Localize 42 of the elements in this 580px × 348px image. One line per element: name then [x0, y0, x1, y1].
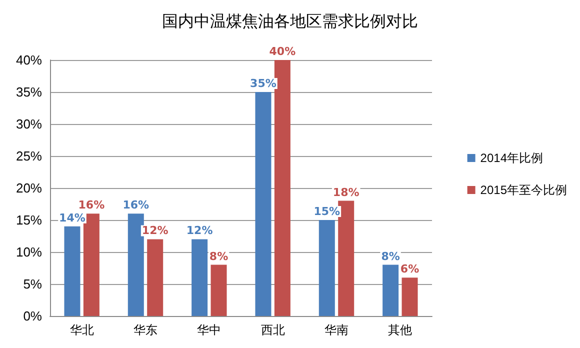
- data-label: 18%: [332, 186, 360, 199]
- bar: [274, 60, 290, 316]
- bar: [210, 264, 227, 316]
- x-tick-label: 华南: [324, 323, 348, 337]
- data-label: 12%: [186, 224, 213, 238]
- bar: [338, 200, 354, 316]
- bar: [147, 239, 164, 316]
- bar: [83, 214, 100, 316]
- data-label: 40%: [269, 45, 296, 58]
- x-tick-label: 其他: [388, 323, 412, 337]
- bar: [255, 92, 272, 316]
- x-tick-label: 华东: [134, 323, 158, 337]
- data-label: 15%: [314, 205, 340, 218]
- data-label: 12%: [142, 224, 168, 238]
- legend-label: 2015年至今比例: [480, 183, 568, 197]
- data-label: 8%: [381, 250, 400, 263]
- y-tick-label: 40%: [16, 52, 42, 68]
- legend-label: 2014年比例: [480, 151, 544, 165]
- x-tick-label: 华中: [197, 323, 222, 337]
- data-label: 16%: [122, 198, 150, 212]
- y-tick-label: 0%: [23, 308, 42, 324]
- data-label: 16%: [78, 198, 105, 212]
- y-tick-label: 20%: [16, 180, 42, 196]
- bar: [192, 239, 208, 316]
- data-label: 35%: [250, 77, 276, 90]
- data-label: 6%: [400, 262, 420, 276]
- chart-title: 国内中温煤焦油各地区需求比例对比: [162, 12, 418, 30]
- bar: [64, 226, 80, 316]
- x-tick-label: 西北: [260, 323, 285, 337]
- bar: [128, 214, 144, 316]
- bar: [402, 278, 418, 316]
- data-label: 14%: [59, 211, 86, 224]
- bar: [382, 264, 399, 316]
- y-tick-label: 15%: [16, 212, 42, 228]
- y-tick-label: 10%: [16, 244, 42, 260]
- y-tick-label: 5%: [23, 276, 42, 292]
- x-tick-label: 华北: [70, 323, 94, 337]
- bar: [318, 220, 335, 316]
- y-tick-label: 30%: [16, 116, 42, 132]
- y-tick-label: 35%: [16, 84, 42, 100]
- data-label: 8%: [209, 250, 228, 263]
- y-tick-label: 25%: [16, 148, 42, 164]
